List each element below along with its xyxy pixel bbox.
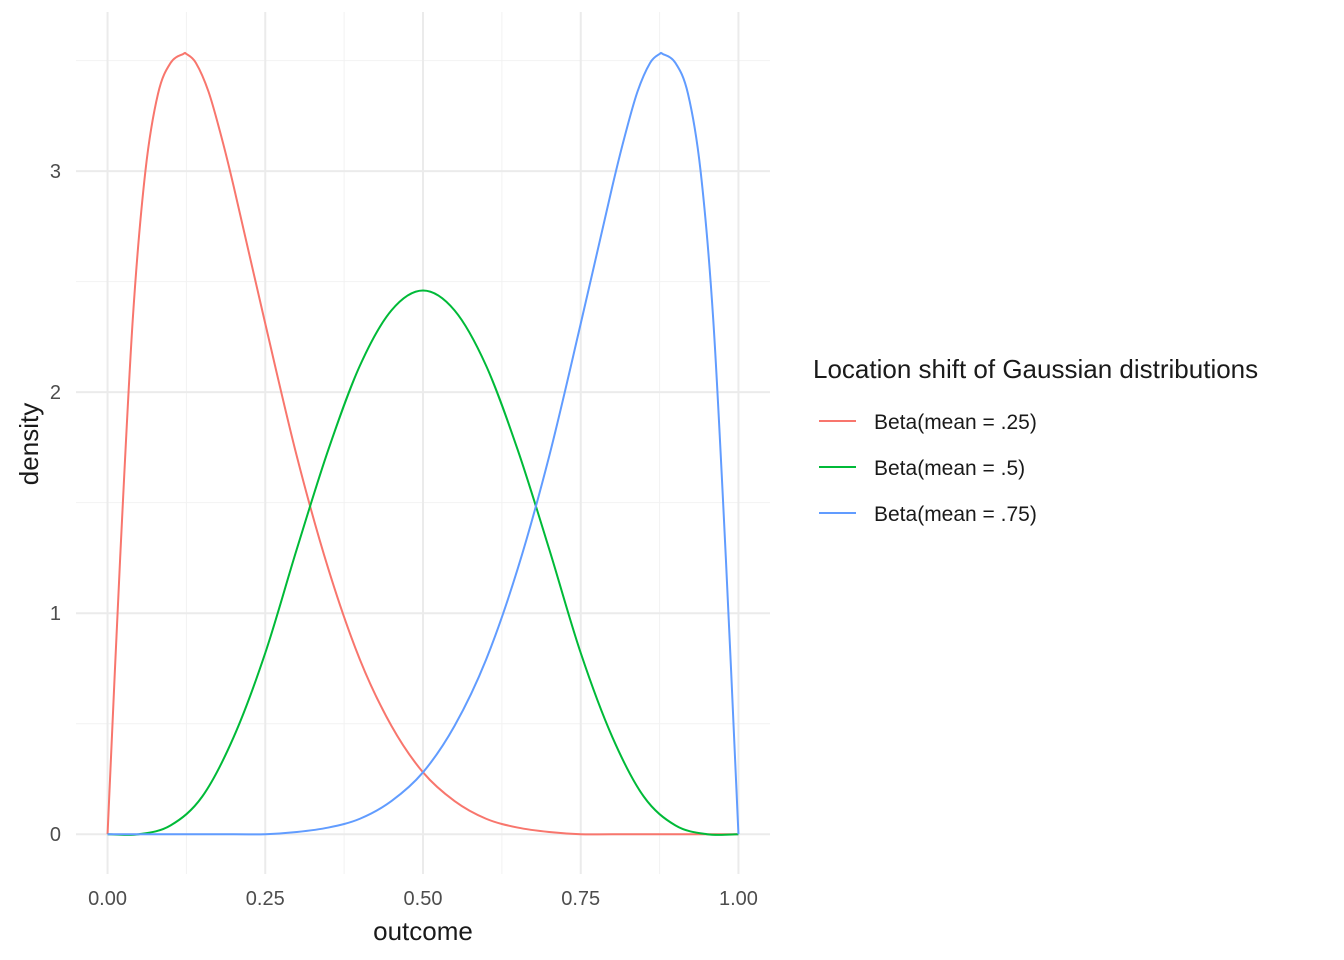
x-axis-title: outcome bbox=[373, 916, 473, 946]
y-tick-label: 1 bbox=[50, 603, 61, 625]
major-gridlines bbox=[76, 12, 770, 874]
y-tick-labels: 0 1 2 3 bbox=[50, 161, 61, 846]
legend-items: Beta(mean = .25) Beta(mean = .5) Beta(mean… bbox=[819, 411, 1037, 526]
x-tick-label: 0.50 bbox=[404, 888, 443, 910]
x-tick-labels: 0.00 0.25 0.50 0.75 1.00 bbox=[88, 888, 758, 910]
y-tick-label: 2 bbox=[50, 382, 61, 404]
legend-label-2: Beta(mean = .5) bbox=[874, 457, 1025, 480]
y-axis-title: density bbox=[14, 403, 44, 485]
series-lines bbox=[106, 51, 740, 836]
y-tick-label: 3 bbox=[50, 161, 61, 183]
x-tick-label: 0.75 bbox=[561, 888, 600, 910]
legend-title: Location shift of Gaussian distributions bbox=[813, 354, 1258, 384]
series-line-3 bbox=[107, 51, 740, 836]
legend-label-3: Beta(mean = .75) bbox=[874, 503, 1037, 526]
series-line-2 bbox=[107, 289, 739, 836]
x-tick-label: 1.00 bbox=[719, 888, 758, 910]
x-tick-label: 0.25 bbox=[246, 888, 285, 910]
x-tick-label: 0.00 bbox=[88, 888, 127, 910]
y-tick-label: 0 bbox=[50, 824, 61, 846]
series-line-1 bbox=[106, 51, 739, 836]
legend-label-1: Beta(mean = .25) bbox=[874, 411, 1037, 434]
legend: Location shift of Gaussian distributions… bbox=[813, 354, 1258, 526]
